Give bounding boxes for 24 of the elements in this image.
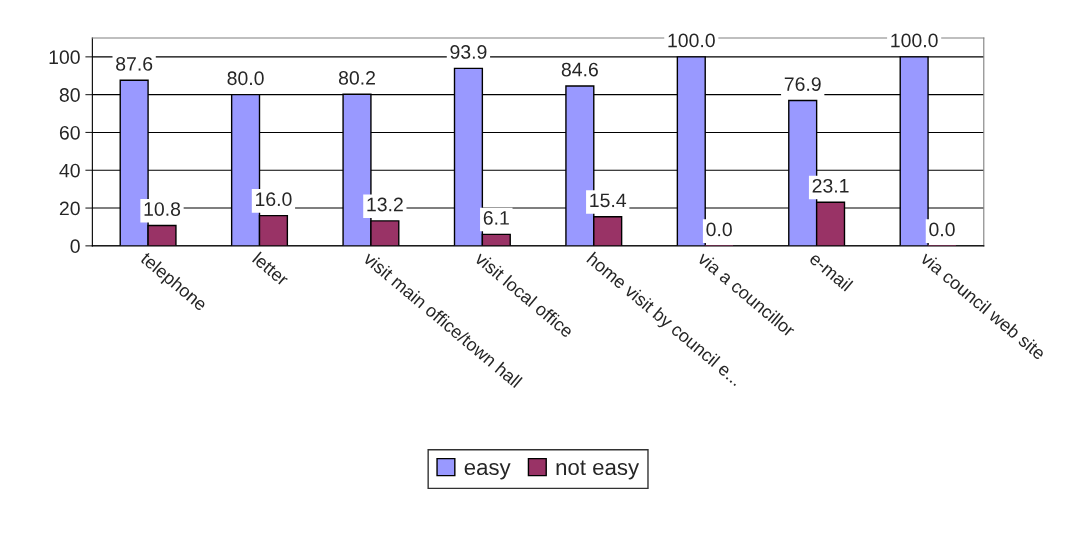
legend-label: easy bbox=[464, 462, 511, 480]
data-label: 100.0 bbox=[668, 33, 715, 48]
y-tick-label: 20 bbox=[59, 201, 80, 216]
data-label: 10.8 bbox=[144, 202, 181, 216]
data-label: 87.6 bbox=[116, 57, 153, 71]
data-label: 100.0 bbox=[891, 33, 938, 48]
data-label: 80.2 bbox=[338, 70, 375, 85]
y-tick-label: 60 bbox=[59, 125, 80, 140]
y-tick-label: 0 bbox=[70, 239, 80, 254]
data-label: 13.2 bbox=[367, 197, 403, 212]
data-label: 6.1 bbox=[483, 211, 509, 225]
data-label: 76.9 bbox=[784, 77, 821, 91]
data-label: 84.6 bbox=[561, 62, 598, 77]
y-tick-label: 100 bbox=[49, 50, 80, 65]
data-label: 0.0 bbox=[706, 222, 732, 237]
y-tick-label: 40 bbox=[59, 163, 80, 178]
data-label: 23.1 bbox=[812, 178, 849, 193]
data-label: 16.0 bbox=[256, 192, 292, 207]
y-tick-label: 80 bbox=[59, 88, 80, 102]
data-label: 93.9 bbox=[450, 45, 487, 59]
data-label: 80.0 bbox=[227, 71, 264, 86]
data-label: 0.0 bbox=[929, 222, 955, 237]
data-label: 15.4 bbox=[590, 193, 627, 208]
legend-label: not easy bbox=[556, 460, 640, 480]
